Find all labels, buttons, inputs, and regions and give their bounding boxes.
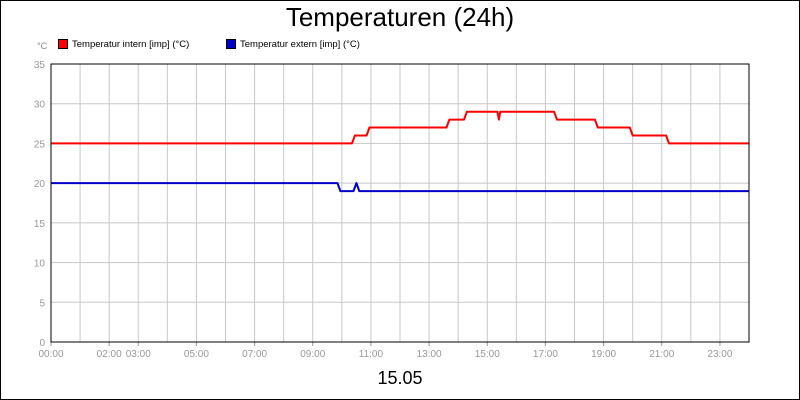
x-tick-label: 15:00 [475, 349, 500, 360]
x-tick-label: 23:00 [707, 349, 732, 360]
x-tick-label: 19:00 [591, 349, 616, 360]
legend-item-intern: Temperatur intern [imp] (°C) [58, 38, 189, 50]
legend-swatch-intern [58, 39, 68, 49]
y-tick-label: 10 [34, 259, 46, 270]
x-tick-label: 05:00 [184, 349, 209, 360]
y-tick-label: 25 [34, 139, 46, 150]
y-axis-unit-label: °C [37, 41, 48, 51]
x-tick-label: 02:00 [97, 349, 122, 360]
series-line-extern [51, 182, 749, 193]
y-tick-label: 5 [39, 298, 45, 309]
legend-label-extern: Temperatur extern [imp] (°C) [240, 38, 360, 50]
x-tick-label: 09:00 [300, 349, 325, 360]
x-axis-date-label: 15.05 [377, 368, 423, 388]
chart-title: Temperaturen (24h) [285, 2, 515, 32]
x-tick-label: 07:00 [242, 349, 267, 360]
x-tick-label: 21:00 [649, 349, 674, 360]
y-tick-label: 20 [34, 179, 46, 190]
legend-item-extern: Temperatur extern [imp] (°C) [226, 38, 360, 50]
x-tick-label: 13:00 [417, 349, 442, 360]
series-line-intern [51, 110, 749, 145]
y-tick-label: 35 [34, 60, 46, 71]
x-tick-label: 03:00 [126, 349, 151, 360]
x-tick-label: 11:00 [359, 349, 384, 360]
y-tick-label: 15 [34, 219, 46, 230]
y-tick-label: 30 [34, 100, 46, 111]
legend-swatch-extern [226, 39, 236, 49]
x-tick-label: 00:00 [38, 349, 63, 360]
y-tick-label: 0 [39, 338, 45, 349]
legend-label-intern: Temperatur intern [imp] (°C) [72, 38, 190, 50]
plot-border [50, 63, 750, 343]
x-tick-label: 17:00 [533, 349, 558, 360]
